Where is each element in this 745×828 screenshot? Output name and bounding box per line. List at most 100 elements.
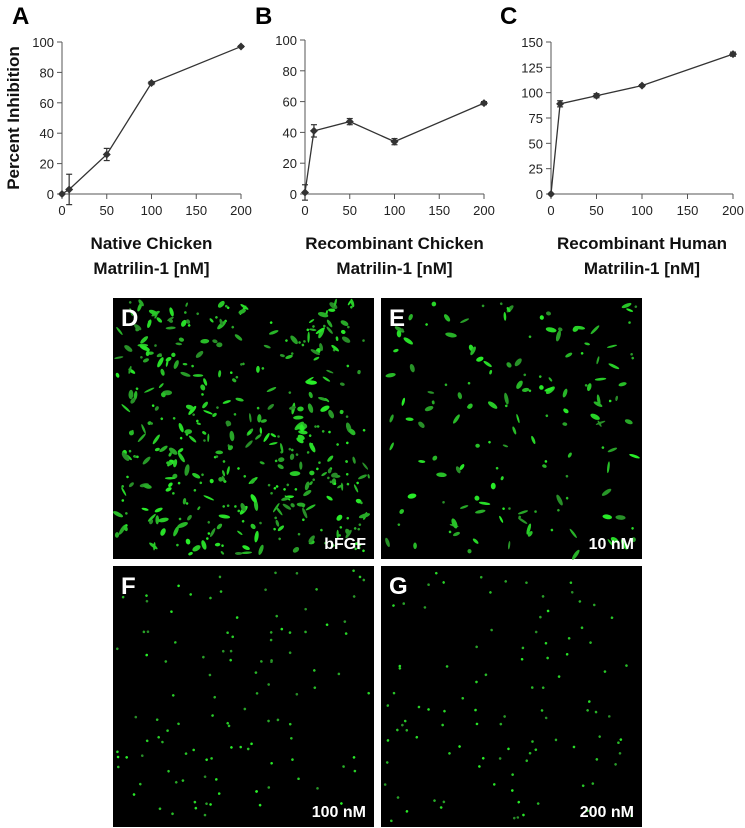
cell [355, 498, 362, 504]
cell [176, 543, 179, 547]
cell [401, 397, 406, 406]
cell [214, 542, 221, 547]
cell [298, 430, 308, 435]
cell [278, 457, 285, 463]
cell [479, 575, 483, 579]
cell [131, 318, 136, 326]
cell [234, 334, 243, 341]
cell [256, 406, 260, 410]
cell [333, 482, 337, 486]
cell [196, 312, 200, 316]
cell [396, 330, 402, 338]
x-tick-label: 100 [384, 203, 406, 218]
panel-letter: G [389, 573, 408, 600]
cell [584, 384, 588, 387]
cell [141, 424, 146, 434]
cell [345, 460, 348, 463]
cell [185, 538, 191, 545]
cell [444, 383, 448, 387]
cell [209, 318, 214, 323]
cell [273, 527, 276, 531]
cell [232, 378, 237, 383]
cell [305, 376, 314, 383]
cell [126, 475, 129, 479]
cell [502, 507, 505, 511]
cell [490, 482, 496, 490]
cell [590, 413, 600, 420]
cell [442, 800, 446, 804]
y-tick-label: 50 [529, 136, 543, 151]
panel-caption: bFGF [324, 536, 366, 553]
cell [184, 464, 190, 476]
y-tick-label: 75 [529, 111, 543, 126]
cell [238, 308, 246, 315]
cell [348, 428, 356, 436]
cell [285, 339, 288, 342]
y-tick-label: 0 [47, 187, 54, 202]
cell [201, 540, 207, 550]
data-line [61, 45, 242, 195]
cell [277, 525, 285, 532]
cell [358, 543, 362, 547]
cell [306, 328, 310, 332]
cell [192, 374, 204, 377]
cell [303, 489, 312, 497]
cell [296, 437, 304, 444]
cell [319, 343, 324, 352]
cell [161, 740, 164, 744]
cell [328, 430, 331, 434]
cell [555, 330, 561, 342]
cell [548, 377, 553, 382]
cell [182, 362, 188, 366]
cell [160, 370, 164, 374]
cell [490, 628, 493, 632]
cell [610, 616, 614, 620]
cell [516, 414, 520, 424]
cell [318, 461, 321, 465]
cell [528, 389, 532, 393]
cell [389, 442, 394, 451]
cell [499, 722, 503, 726]
x-tick-label: 100 [631, 203, 653, 218]
cell [504, 392, 509, 405]
cell [293, 415, 304, 420]
cell [527, 530, 533, 537]
cell [164, 660, 168, 663]
cell [512, 426, 517, 435]
cell [121, 485, 125, 488]
cell [138, 299, 144, 307]
cell [226, 631, 229, 635]
cell [210, 528, 216, 537]
cell [593, 401, 603, 407]
micrograph [113, 298, 374, 559]
cell [625, 664, 628, 667]
cell [256, 365, 260, 373]
cell [357, 369, 361, 375]
cell [202, 655, 205, 659]
x-tick-label: 150 [677, 203, 699, 218]
cell [565, 652, 569, 656]
cell [173, 360, 179, 369]
cell [150, 422, 153, 425]
cell [407, 493, 417, 499]
cell [581, 784, 585, 788]
cell [445, 665, 449, 668]
cell [137, 433, 146, 443]
cell [177, 452, 185, 463]
cell [498, 757, 502, 760]
cell [340, 329, 346, 335]
cell [270, 433, 277, 438]
cell [618, 382, 627, 387]
cell [243, 707, 247, 711]
cell [298, 341, 301, 344]
cell [528, 335, 532, 339]
cell [610, 537, 619, 543]
cell [297, 777, 300, 781]
cell [521, 646, 525, 650]
cell [185, 502, 189, 505]
cell [316, 467, 319, 471]
cell [192, 748, 195, 752]
cell [135, 387, 139, 391]
cell [408, 313, 413, 321]
cell [601, 446, 605, 449]
